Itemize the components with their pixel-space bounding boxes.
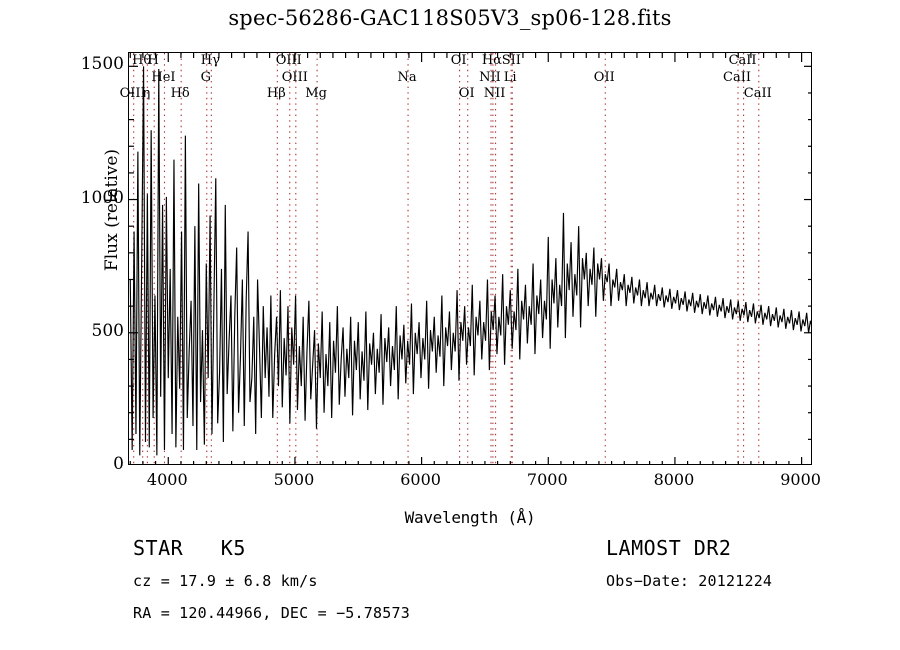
line-label-na: Na — [397, 70, 417, 85]
line-label-h: Hβ — [266, 86, 286, 101]
line-label-oiii: OIII — [119, 86, 146, 101]
line-label-caii: CaII — [743, 86, 772, 101]
spectrum-trace — [129, 66, 811, 456]
line-label-oiii: OIII — [275, 53, 302, 68]
x-tick-label: 4000 — [146, 470, 188, 489]
survey-name: LAMOST DR2 — [606, 536, 732, 560]
object-type: STAR — [133, 536, 184, 560]
line-label-h: Hθ — [132, 53, 152, 68]
x-tick-label: 7000 — [526, 470, 568, 489]
y-tick-label: 500 — [91, 320, 124, 341]
y-axis-label: Flux (relative) — [102, 148, 122, 272]
x-tick-label: 6000 — [400, 470, 441, 489]
x-axis-label: Wavelength (Å) — [404, 508, 536, 527]
line-label-nii: NII — [479, 70, 501, 85]
cz-value: cz = 17.9 ± 6.8 km/s — [133, 572, 318, 590]
line-label-mg: Mg — [305, 86, 327, 101]
line-label-li: Li — [503, 70, 517, 85]
object-summary: STAR K5 — [133, 536, 246, 560]
line-label-h: H — [147, 53, 159, 68]
spectral-class: K5 — [220, 536, 246, 560]
x-tick-label: 8000 — [653, 470, 695, 489]
y-axis-ticks: 0 500 1000 1500 — [0, 0, 124, 650]
line-label-oi: OI — [458, 86, 475, 101]
line-label-hei: HeI — [151, 70, 176, 85]
axis-tick-marks — [129, 53, 811, 464]
y-tick-label: 1500 — [80, 54, 124, 75]
line-label-h: Hδ — [170, 86, 190, 101]
line-label-caii: CaII — [728, 53, 757, 68]
spectrum-canvas — [129, 53, 811, 464]
obs-date: Obs−Date: 20121224 — [606, 572, 773, 590]
coordinates: RA = 120.44966, DEC = −5.78573 — [133, 604, 410, 622]
line-label-: η — [142, 86, 151, 101]
spectrum-plot-area — [128, 52, 812, 465]
line-label-oi: OI — [450, 53, 467, 68]
page-title: spec-56286-GAC118S05V3_sp06-128.fits — [228, 6, 672, 30]
metadata-footer: STAR K5 cz = 17.9 ± 6.8 km/s RA = 120.44… — [0, 530, 900, 650]
line-label-sii: SII — [501, 53, 521, 68]
x-tick-label: 9000 — [780, 470, 821, 489]
line-label-caii: CaII — [723, 70, 751, 85]
y-tick-label: 1000 — [80, 187, 124, 208]
line-label-nii: NII — [483, 86, 506, 101]
x-tick-label: 5000 — [273, 470, 315, 489]
y-tick-label: 0 — [113, 454, 124, 474]
line-label-g: G — [200, 70, 211, 85]
line-label-h: Hγ — [200, 53, 220, 68]
line-label-oiii: OIII — [281, 70, 308, 85]
line-label-oii: OII — [593, 70, 615, 85]
line-label-h: Hα — [481, 53, 502, 68]
